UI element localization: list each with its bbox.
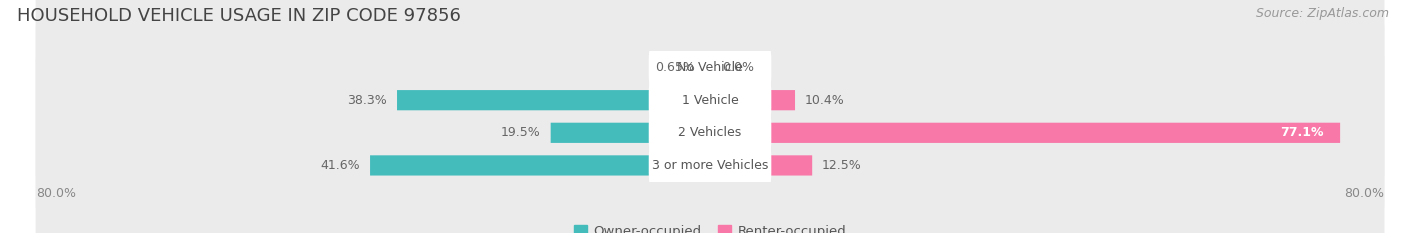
Text: 41.6%: 41.6% <box>321 159 360 172</box>
FancyBboxPatch shape <box>710 90 794 110</box>
Text: No Vehicle: No Vehicle <box>678 61 742 74</box>
FancyBboxPatch shape <box>35 54 1385 233</box>
FancyBboxPatch shape <box>551 123 710 143</box>
Text: 19.5%: 19.5% <box>501 126 541 139</box>
FancyBboxPatch shape <box>648 44 772 91</box>
Text: 77.1%: 77.1% <box>1281 126 1324 139</box>
Text: 38.3%: 38.3% <box>347 94 387 107</box>
FancyBboxPatch shape <box>648 109 772 156</box>
FancyBboxPatch shape <box>648 77 772 124</box>
FancyBboxPatch shape <box>396 90 710 110</box>
Text: 1 Vehicle: 1 Vehicle <box>682 94 738 107</box>
FancyBboxPatch shape <box>648 142 772 189</box>
Text: 3 or more Vehicles: 3 or more Vehicles <box>652 159 768 172</box>
Text: 0.65%: 0.65% <box>655 61 695 74</box>
FancyBboxPatch shape <box>704 58 710 78</box>
Text: HOUSEHOLD VEHICLE USAGE IN ZIP CODE 97856: HOUSEHOLD VEHICLE USAGE IN ZIP CODE 9785… <box>17 7 461 25</box>
Text: 10.4%: 10.4% <box>804 94 845 107</box>
Text: 0.0%: 0.0% <box>723 61 754 74</box>
FancyBboxPatch shape <box>710 155 813 175</box>
Text: Source: ZipAtlas.com: Source: ZipAtlas.com <box>1256 7 1389 20</box>
FancyBboxPatch shape <box>35 0 1385 179</box>
FancyBboxPatch shape <box>35 0 1385 211</box>
Text: 2 Vehicles: 2 Vehicles <box>679 126 741 139</box>
FancyBboxPatch shape <box>370 155 710 175</box>
Legend: Owner-occupied, Renter-occupied: Owner-occupied, Renter-occupied <box>568 219 852 233</box>
FancyBboxPatch shape <box>35 22 1385 233</box>
FancyBboxPatch shape <box>710 123 1340 143</box>
Text: 12.5%: 12.5% <box>823 159 862 172</box>
